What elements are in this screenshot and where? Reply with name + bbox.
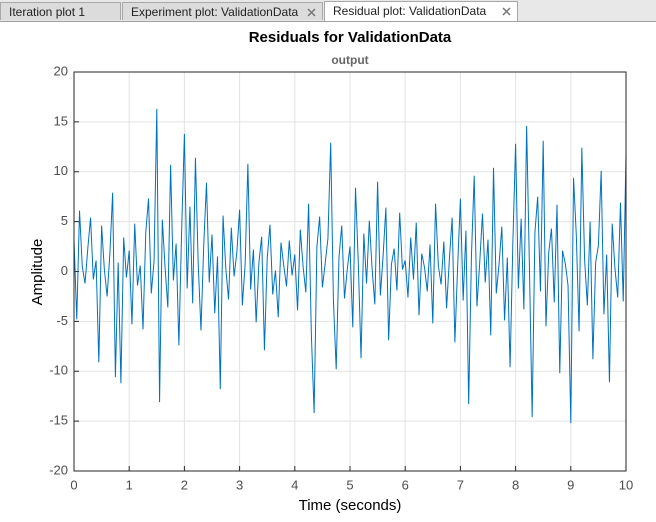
tab[interactable]: Iteration plot 1 xyxy=(0,2,121,20)
y-axis-label: Amplitude xyxy=(29,239,46,306)
y-tick-label: -10 xyxy=(49,363,68,378)
chart-title: Residuals for ValidationData xyxy=(249,29,452,46)
x-tick-label: 1 xyxy=(126,477,133,492)
x-tick-label: 8 xyxy=(512,477,519,492)
x-tick-label: 7 xyxy=(457,477,464,492)
tab[interactable]: Experiment plot: ValidationData xyxy=(122,2,323,20)
y-tick-label: 0 xyxy=(61,263,68,278)
x-tick-label: 2 xyxy=(181,477,188,492)
x-tick-label: 0 xyxy=(70,477,77,492)
x-tick-label: 5 xyxy=(346,477,353,492)
axes-box xyxy=(73,71,627,472)
x-axis-label: Time (seconds) xyxy=(299,497,402,514)
tab-label: Experiment plot: ValidationData xyxy=(131,5,299,19)
y-tick-label: 10 xyxy=(54,163,68,178)
y-tick-label: 20 xyxy=(54,63,68,78)
x-tick-label: 3 xyxy=(236,477,243,492)
chart-subtitle: output xyxy=(331,53,368,67)
x-tick-label: 4 xyxy=(291,477,298,492)
y-tick-label: -15 xyxy=(49,413,68,428)
y-tick-label: -20 xyxy=(49,462,68,477)
residual-line xyxy=(73,108,627,424)
x-tick-label: 10 xyxy=(619,477,633,492)
y-tick-label: 5 xyxy=(61,213,68,228)
y-tick-label: -5 xyxy=(56,313,68,328)
tab-label: Iteration plot 1 xyxy=(9,5,86,19)
x-tick-label: 9 xyxy=(567,477,574,492)
y-tick-label: 15 xyxy=(54,113,68,128)
tab-bar: Iteration plot 1 Experiment plot: Valida… xyxy=(0,0,656,22)
chart: Residuals for ValidationData output Time… xyxy=(29,29,633,514)
x-tick-label: 6 xyxy=(402,477,409,492)
plot xyxy=(73,108,627,424)
tab-active[interactable]: Residual plot: ValidationData xyxy=(324,1,518,21)
tab-label: Residual plot: ValidationData xyxy=(333,4,487,18)
close-icon[interactable] xyxy=(502,7,511,16)
close-icon[interactable] xyxy=(307,8,316,17)
